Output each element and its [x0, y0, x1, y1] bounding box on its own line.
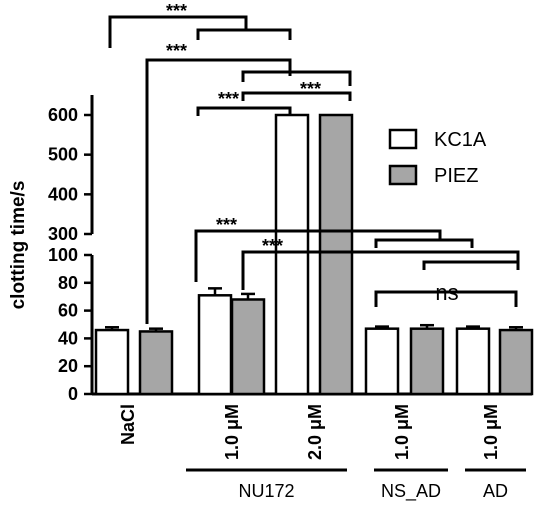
bar	[364, 327, 400, 396]
bar	[274, 113, 310, 396]
group-label: NS_AD	[381, 481, 441, 502]
significance-label: ***	[300, 79, 321, 99]
bar	[94, 328, 130, 396]
y-tick-label: 20	[58, 356, 78, 376]
significance-label: ***	[166, 1, 187, 21]
y-tick-label: 60	[58, 301, 78, 321]
significance-label: ns	[435, 280, 458, 305]
significance-bracket	[374, 290, 518, 307]
significance-label: ***	[218, 89, 239, 109]
bar	[455, 327, 491, 396]
group-label: AD	[483, 481, 508, 501]
bar	[498, 328, 534, 396]
significance-label: ***	[166, 41, 187, 61]
bar	[318, 113, 354, 396]
group-label: NU172	[238, 481, 294, 501]
significance-bracket	[108, 15, 248, 48]
legend-swatch-kc1a	[388, 128, 418, 150]
group-brackets: NU172 NS_AD AD	[186, 468, 526, 502]
significance-bracket	[196, 28, 292, 40]
legend: KC1A PIEZ	[388, 128, 487, 187]
bar	[409, 327, 445, 396]
category-labels: NaCl 1.0 μM 2.0 μM 1.0 μM 1.0 μM	[118, 404, 501, 460]
y-tick-label: 40	[58, 328, 78, 348]
significance-bracket	[194, 229, 442, 282]
significance-bracket	[374, 238, 474, 248]
y-tick-label: 80	[58, 273, 78, 293]
legend-swatch-piez	[388, 164, 418, 186]
y-tick-label: 100	[48, 245, 78, 265]
category-label: 1.0 μM	[481, 404, 501, 460]
y-tick-label: 600	[48, 105, 78, 125]
category-label: 2.0 μM	[305, 404, 325, 460]
y-tick-label: 0	[68, 384, 78, 404]
bar	[138, 330, 174, 396]
bars	[94, 113, 534, 396]
category-label: 1.0 μM	[392, 404, 412, 460]
significance-bracket	[241, 250, 520, 290]
y-tick-label: 400	[48, 184, 78, 204]
significance-bracket	[145, 58, 292, 324]
significance-bracket	[196, 106, 292, 116]
category-label: NaCl	[118, 404, 138, 445]
significance-bracket	[422, 260, 520, 270]
significance-annotations: *** *** *** *** *** *** ns	[108, 1, 520, 324]
legend-label-kc1a: KC1A	[434, 129, 487, 151]
bar	[197, 294, 233, 396]
legend-label-piez: PIEZ	[434, 165, 478, 187]
significance-bracket	[241, 91, 352, 101]
y-axis-label: clotting time/s	[8, 181, 29, 310]
y-tick-label: 300	[48, 224, 78, 244]
significance-label: ***	[262, 236, 283, 256]
significance-label: ***	[216, 215, 237, 235]
category-label: 1.0 μM	[222, 404, 242, 460]
significance-bracket	[241, 70, 352, 86]
bar	[230, 298, 266, 396]
y-tick-label: 500	[48, 145, 78, 165]
